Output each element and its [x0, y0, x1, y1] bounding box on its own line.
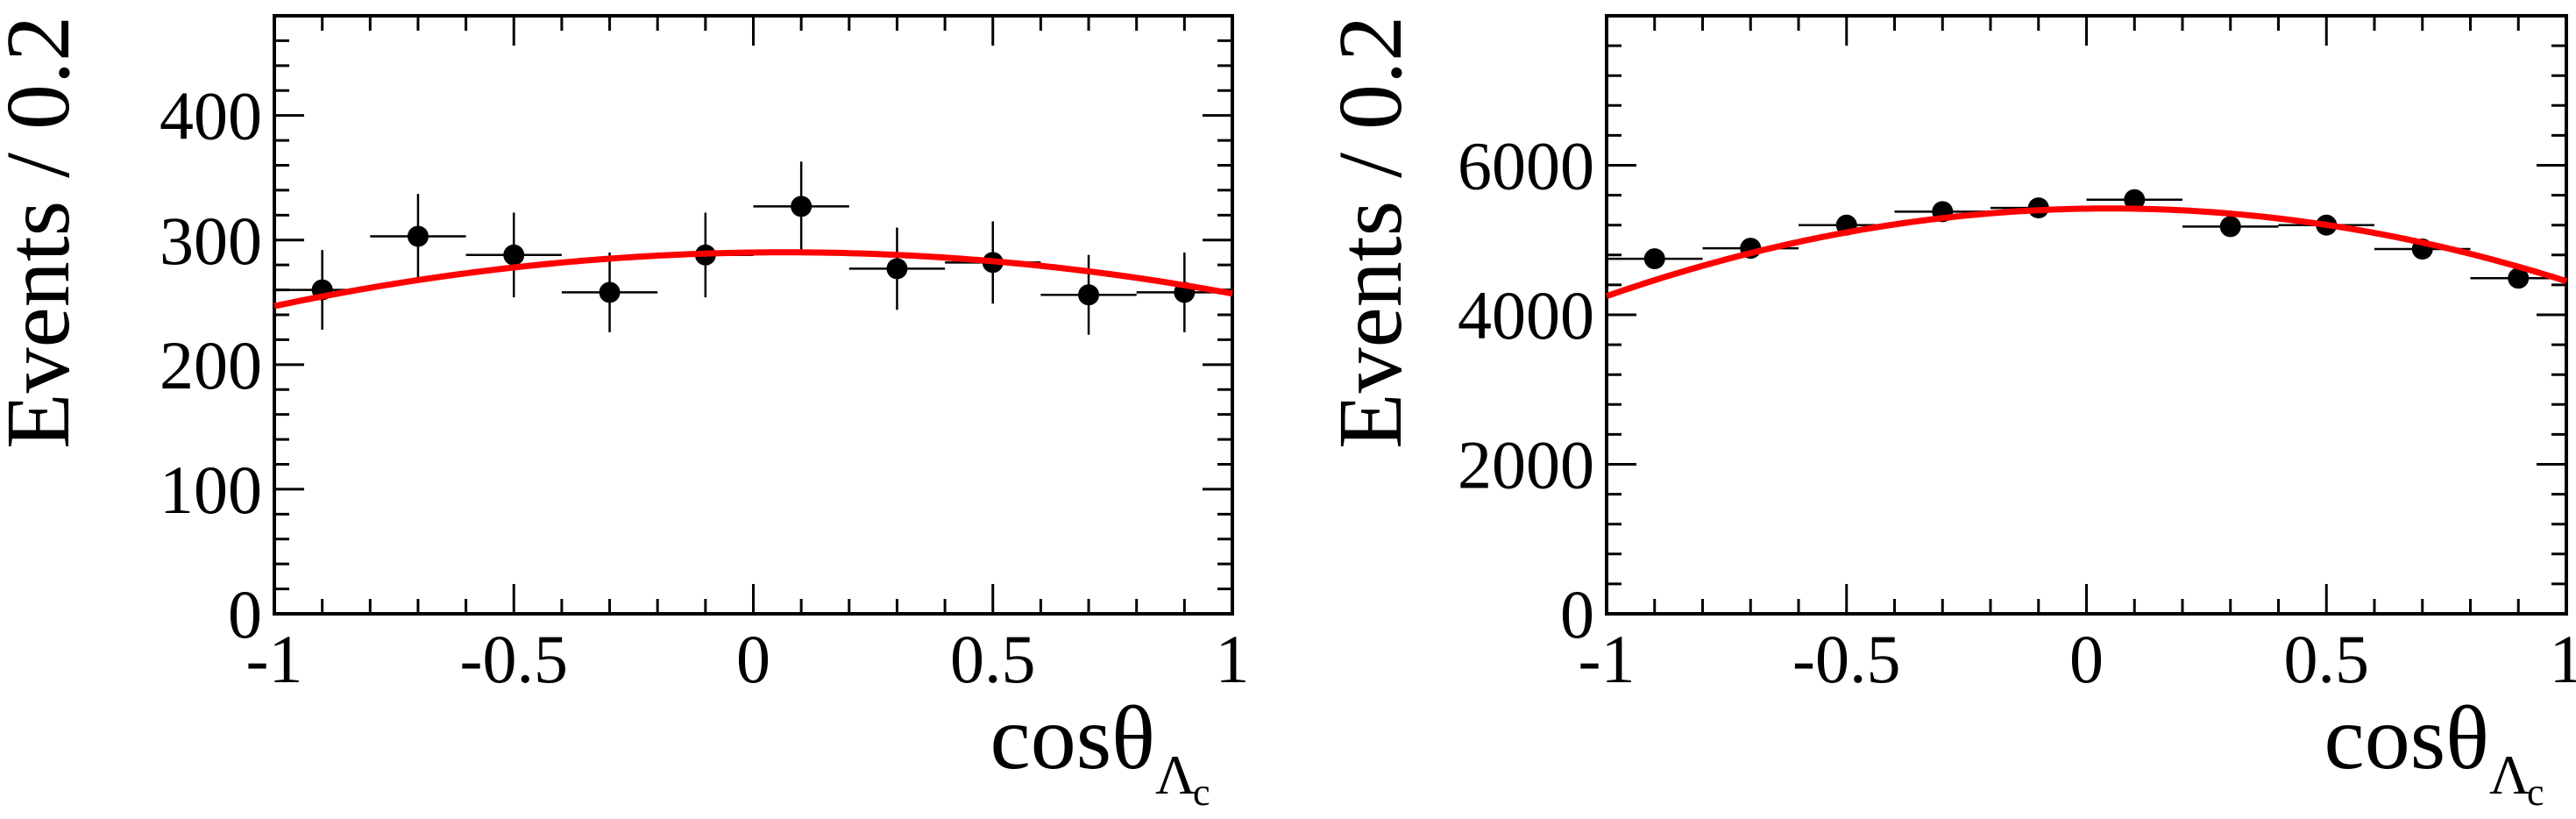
- x-axis-title: cosθ: [2324, 687, 2489, 788]
- x-tick-label: -0.5: [460, 621, 568, 697]
- x-axis-title-subsubscript: c: [1193, 771, 1210, 814]
- x-tick-label: 0: [2069, 621, 2104, 697]
- plot-frame: [1605, 14, 2568, 616]
- y-tick-label: 0: [1560, 576, 1594, 652]
- x-tick-label: 0.5: [2284, 621, 2370, 697]
- y-tick-label: 6000: [1458, 128, 1594, 204]
- x-tick-label: 1: [1216, 621, 1250, 697]
- data-point: [599, 281, 621, 303]
- data-point: [1078, 284, 1100, 306]
- y-tick-label: 200: [160, 327, 262, 403]
- data-point: [2124, 189, 2146, 210]
- y-tick-label: 100: [160, 452, 262, 528]
- y-tick-label: 400: [160, 78, 262, 154]
- data-point: [1643, 248, 1665, 270]
- x-tick-label: 0.5: [950, 621, 1036, 697]
- x-tick-label: 0: [736, 621, 770, 697]
- y-tick-label: 300: [160, 203, 262, 279]
- fit-curve: [1605, 205, 2568, 299]
- y-axis-title: Events / 0.2: [1320, 16, 1421, 449]
- data-point: [791, 196, 813, 217]
- x-tick-label: -1: [246, 621, 303, 697]
- data-point: [2219, 216, 2241, 238]
- x-tick-label: 1: [2550, 621, 2576, 697]
- x-axis-title-subscript: Λ: [2489, 744, 2530, 806]
- x-axis-title-subscript: Λ: [1155, 744, 1196, 806]
- data-point: [886, 258, 908, 280]
- x-tick-label: -1: [1579, 621, 1636, 697]
- data-point: [2508, 267, 2530, 289]
- y-tick-label: 2000: [1458, 427, 1594, 503]
- y-tick-label: 0: [228, 576, 262, 652]
- data-point: [407, 225, 429, 247]
- y-tick-label: 4000: [1458, 277, 1594, 353]
- y-axis-title: Events / 0.2: [0, 16, 89, 449]
- right-panel: -1 -0.5 0 0.5 1 0 2000 4000 6000 Events / 0.2 cosθ…: [1320, 14, 2576, 814]
- data-point: [503, 244, 525, 266]
- x-axis-title: cosθ: [990, 687, 1155, 788]
- left-panel: -1 -0.5 0 0.5 1 0 100 200 300 400 Events / 0.2 cosθ…: [0, 14, 1250, 814]
- x-tick-label: -0.5: [1792, 621, 1900, 697]
- fit-curve: [273, 249, 1233, 310]
- x-axis-title-subsubscript: c: [2527, 771, 2544, 814]
